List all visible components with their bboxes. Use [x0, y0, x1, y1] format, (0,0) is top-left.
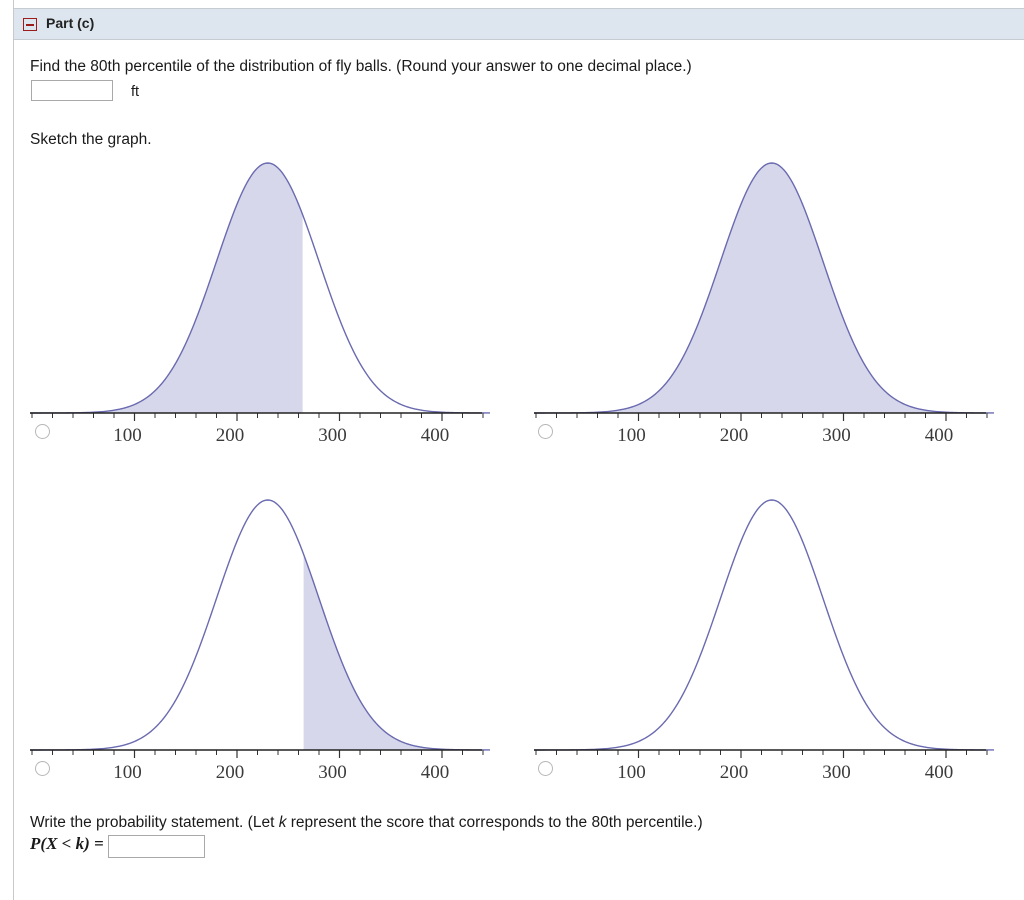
svg-text:100: 100	[617, 425, 646, 445]
svg-text:400: 400	[925, 425, 954, 445]
svg-text:400: 400	[421, 762, 450, 782]
svg-text:200: 200	[216, 425, 245, 445]
svg-text:400: 400	[925, 762, 954, 782]
svg-text:300: 300	[318, 425, 347, 445]
svg-text:300: 300	[822, 762, 851, 782]
svg-text:400: 400	[421, 425, 450, 445]
svg-text:100: 100	[113, 425, 142, 445]
svg-text:300: 300	[318, 762, 347, 782]
svg-text:100: 100	[113, 762, 142, 782]
svg-text:200: 200	[720, 762, 749, 782]
svg-text:200: 200	[720, 425, 749, 445]
svg-text:300: 300	[822, 425, 851, 445]
svg-text:200: 200	[216, 762, 245, 782]
svg-text:100: 100	[617, 762, 646, 782]
